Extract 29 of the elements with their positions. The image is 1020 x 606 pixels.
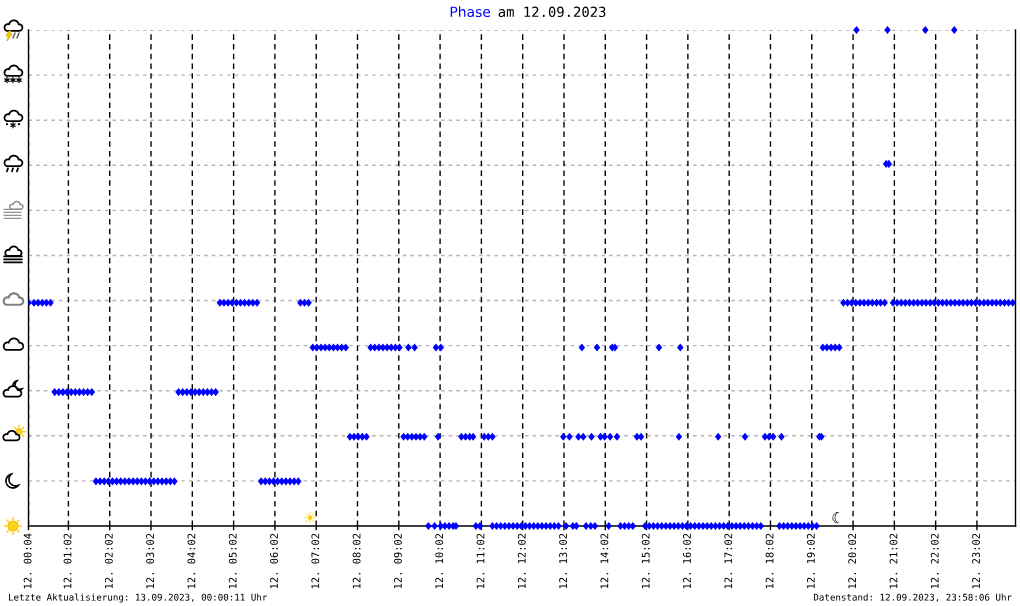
x-tick-label: 12. 16:02 [683,533,691,589]
x-tick-label: 12. 00:04 [23,533,32,589]
x-tick-label: 12. 10:02 [435,533,444,589]
x-tick-label: 12. 18:02 [765,533,774,589]
x-tick-label: 12. 14:02 [600,533,609,589]
x-tick-label: 12. 12:02 [517,533,526,589]
x-tick-label: 12. 06:02 [270,533,278,589]
x-tick-label: 12. 20:02 [848,533,857,589]
annotation: ☀ [304,512,316,524]
x-tick-label: 12. 19:02 [806,533,815,589]
x-tick-label: 12. 09:02 [393,533,402,589]
x-tick-label: 12. 11:02 [476,533,485,589]
x-tick-label: 12. 08:02 [352,533,361,589]
x-tick-label: 12. 02:02 [104,533,113,589]
x-tick-label: 12. 04:02 [187,533,196,589]
x-tick-label: 12. 23:02 [972,533,981,589]
x-tick-label: 12. 01:02 [63,533,72,589]
text: Datenstand: 12.09.2023, 23:58:06 Uhr [813,593,1012,602]
text: Letzte Aktualisierung: 13.09.2023, 00:00:11 Uhr [8,593,268,603]
x-tick-label: 12. 15:02 [641,533,650,589]
x-tick-label: 12. 03:02 [146,533,155,589]
chart-title: Phase am 12.09.2023 [450,6,606,18]
x-tick-label: 12. 07:02 [311,533,320,589]
x-tick-label: 12. 13:02 [559,533,568,589]
annotation: ☾ [832,512,840,524]
x-tick-label: 12. 17:02 [724,533,733,589]
x-tick-label: 12. 22:02 [930,533,939,589]
x-tick-label: 12. 05:02 [228,533,237,589]
x-tick-label: 12. 21:02 [889,533,898,589]
